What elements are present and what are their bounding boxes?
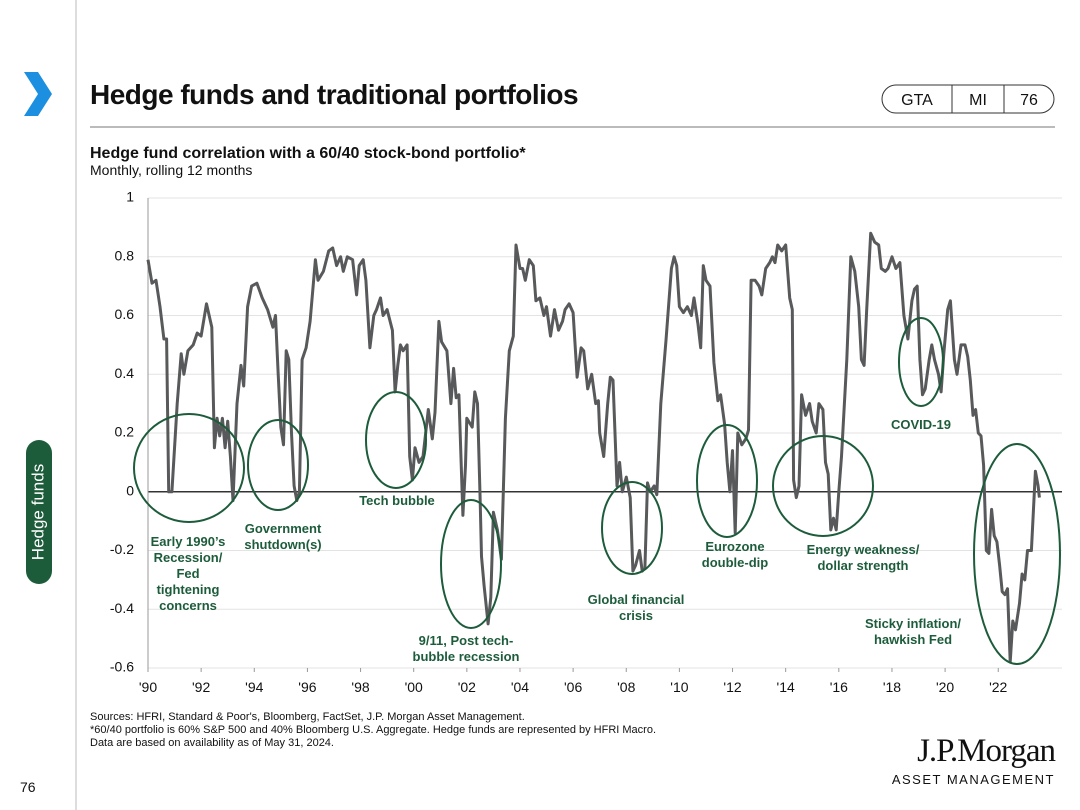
tab[interactable]: GTA	[901, 92, 933, 109]
annotation: Sticky inflation/	[865, 616, 961, 631]
annotation: dollar strength	[817, 558, 908, 573]
highlight-ellipse	[772, 435, 874, 537]
annotation: Recession/	[154, 550, 223, 565]
y-tick-label: 0.8	[115, 247, 135, 263]
annotation: concerns	[159, 598, 217, 613]
annotation: Tech bubble	[359, 493, 435, 508]
tab[interactable]: 76	[1020, 92, 1038, 109]
side-label: Hedge funds	[28, 464, 47, 560]
y-tick-label: -0.2	[110, 541, 134, 557]
highlight-ellipse	[365, 391, 427, 489]
annotation: Government	[245, 521, 322, 536]
logo-sub: ASSET MANAGEMENT	[892, 772, 1055, 787]
x-tick-label: '08	[617, 679, 635, 695]
tab[interactable]: MI	[969, 92, 987, 109]
page-title: Hedge funds and traditional portfolios	[90, 79, 578, 110]
annotation: shutdown(s)	[244, 537, 321, 552]
y-tick-label: 0.4	[115, 365, 135, 381]
highlight-ellipse	[133, 413, 245, 523]
x-tick-label: '10	[670, 679, 688, 695]
annotation: hawkish Fed	[874, 632, 952, 647]
x-tick-label: '16	[830, 679, 848, 695]
x-tick-label: '20	[936, 679, 954, 695]
x-tick-label: '94	[245, 679, 263, 695]
annotation: Global financial	[588, 592, 685, 607]
chart-title: Hedge fund correlation with a 60/40 stoc…	[90, 145, 526, 162]
annotation: double-dip	[702, 555, 768, 570]
y-tick-label: 1	[126, 189, 134, 205]
x-tick-label: '98	[351, 679, 369, 695]
y-tick-label: 0	[126, 482, 134, 498]
x-tick-label: '02	[458, 679, 476, 695]
annotation: Early 1990’s	[151, 534, 226, 549]
annotation: Eurozone	[705, 539, 764, 554]
chart-subtitle: Monthly, rolling 12 months	[90, 162, 252, 178]
x-tick-label: '00	[405, 679, 423, 695]
chevron-icon	[24, 72, 52, 116]
logo: J.P.Morgan	[917, 733, 1055, 769]
source-line: Sources: HFRI, Standard & Poor's, Bloomb…	[90, 711, 525, 723]
x-tick-label: '14	[777, 679, 795, 695]
x-tick-label: '06	[564, 679, 582, 695]
source-line: Data are based on availability as of May…	[90, 737, 334, 749]
highlight-ellipse	[973, 443, 1061, 665]
annotation: COVID-19	[891, 417, 951, 432]
y-tick-label: 0.2	[115, 424, 135, 440]
highlight-ellipse	[696, 424, 758, 538]
x-tick-label: '18	[883, 679, 901, 695]
y-tick-label: -0.4	[110, 600, 134, 616]
annotation: tightening	[157, 582, 220, 597]
x-tick-label: '22	[989, 679, 1007, 695]
annotation: 9/11, Post tech-	[419, 633, 514, 648]
source-line: *60/40 portfolio is 60% S&P 500 and 40% …	[90, 724, 656, 736]
highlight-ellipse	[247, 419, 309, 511]
x-tick-label: '96	[298, 679, 316, 695]
highlight-ellipse	[440, 499, 502, 629]
side-pill	[26, 440, 52, 584]
page-number: 76	[20, 779, 36, 795]
highlight-ellipse	[601, 481, 663, 575]
annotation: Energy weakness/	[807, 542, 920, 557]
x-tick-label: '12	[723, 679, 741, 695]
annotation: Fed	[176, 566, 199, 581]
tab-pill	[881, 84, 1055, 114]
x-tick-label: '90	[139, 679, 157, 695]
annotation: bubble recession	[413, 649, 520, 664]
x-tick-label: '92	[192, 679, 210, 695]
x-tick-label: '04	[511, 679, 529, 695]
y-tick-label: -0.6	[110, 659, 134, 675]
y-tick-label: 0.6	[115, 306, 135, 322]
highlight-ellipse	[898, 317, 944, 407]
annotation: crisis	[619, 608, 653, 623]
